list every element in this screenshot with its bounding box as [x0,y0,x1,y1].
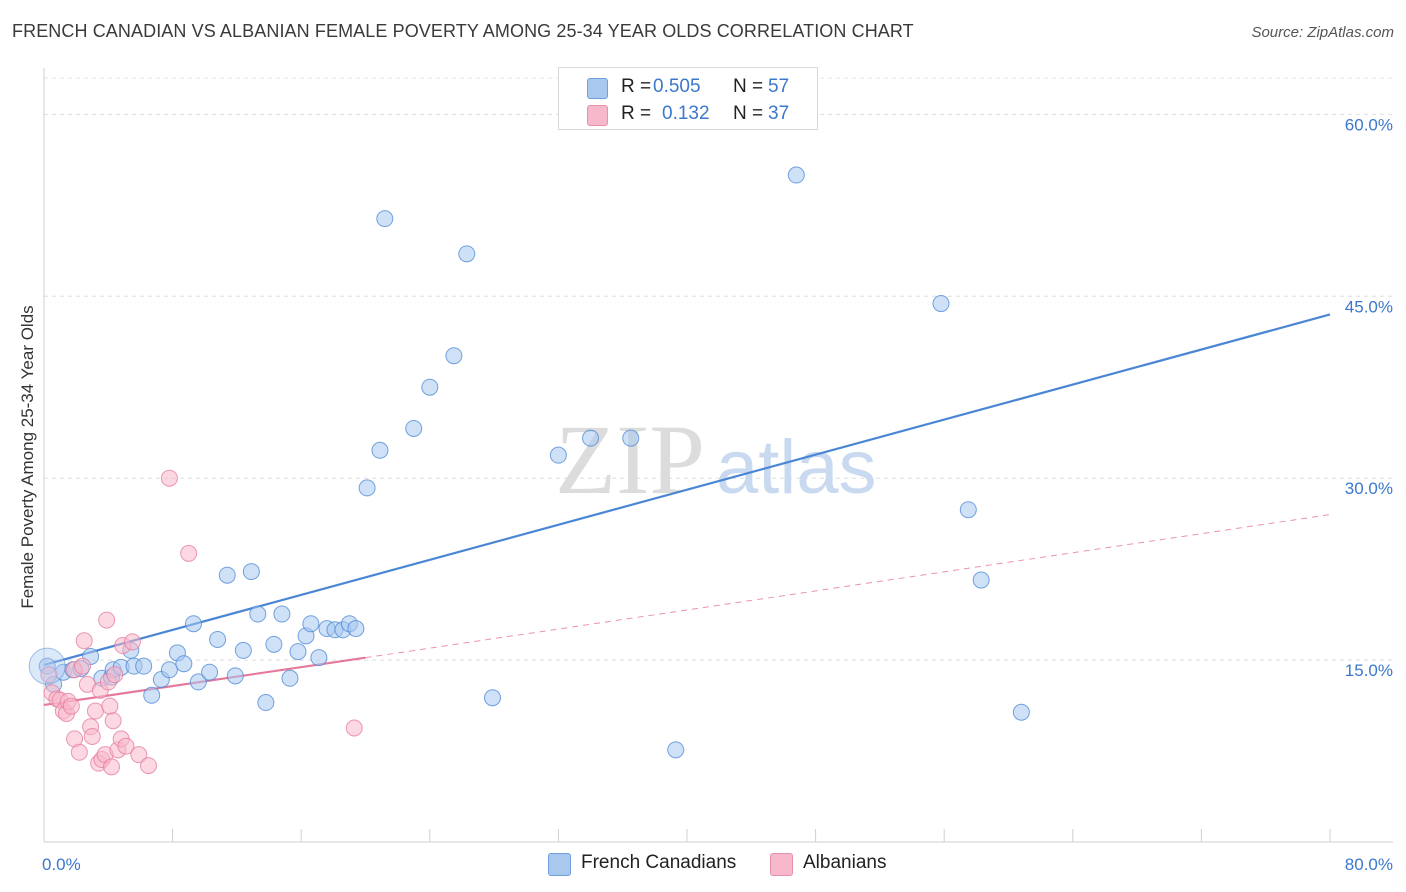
albanian-point [62,697,80,715]
albanian-point [139,757,157,775]
french-canadian-point [371,441,389,459]
french-canadian-point [265,635,283,653]
legend-r-label: R = [621,103,652,124]
albanian-point [75,632,93,650]
french-canadian-point [932,295,950,313]
french-canadian-point [201,663,219,681]
french-canadian-point [421,378,439,396]
legend-n-value: 57 [768,76,790,97]
y-tick-label: 60.0% [1345,115,1393,134]
albanian-point [98,611,116,629]
albanian-point [70,743,88,761]
french-canadian-point [458,245,476,263]
french-canadian-point [226,667,244,685]
albanian-point [104,712,122,730]
x-tick-label-min: 0.0% [42,855,81,874]
french-canadian-point [257,694,275,712]
albanian-point [345,719,363,737]
french-canadian-point [347,620,365,638]
french-canadian-point [175,655,193,673]
french-canadian-point [310,649,328,667]
french-canadian-point [209,630,227,648]
bottom-legend-label: Albanians [803,852,887,873]
french-canadian-point [972,571,990,589]
bottom-legend-swatch-pink [770,853,793,876]
french-canadian-point [445,347,463,365]
french-canadian-point [376,210,394,228]
watermark-atlas: atlas [716,425,877,510]
albanian-point [106,666,124,684]
french-canadian-point [135,657,153,675]
french-canadian-point [234,641,252,659]
french-canadian-point [302,615,320,633]
albanian-point [74,657,92,675]
french-canadian-point [249,605,267,623]
watermark-zip: ZIP [555,404,705,515]
legend: R = 0.505 N = 57 R = 0.132 N = 37 [558,67,818,130]
y-tick-label: 15.0% [1345,661,1393,680]
french-canadian-point [622,429,640,447]
source-label: Source: ZipAtlas.com [1251,24,1394,41]
legend-r-label: R = [621,76,652,97]
french-canadian-point [959,501,977,519]
legend-n-label: N = [733,76,764,97]
legend-swatch-pink [587,105,608,126]
french-canadian-point [160,661,178,679]
french-canadian-point [405,419,423,437]
legend-r-value: 0.132 [662,103,710,124]
labels-layer: 15.0% 30.0% 45.0% 60.0% 0.0% 80.0% [42,115,1393,874]
albanian-point [180,544,198,562]
chart-title: FRENCH CANADIAN VS ALBANIAN FEMALE POVER… [12,21,914,41]
y-axis-title: Female Poverty Among 25-34 Year Olds [18,305,37,609]
legend-n-value: 37 [768,103,790,124]
albanian-point [86,702,104,720]
y-tick-label: 45.0% [1345,297,1393,316]
french-canadian-point [358,479,376,497]
axes-layer [43,68,1393,843]
legend-n-label: N = [733,103,764,124]
albanian-point [40,666,58,684]
points-layer [28,166,1030,776]
french-canadian-point [242,563,260,581]
albanian-point [101,697,119,715]
french-canadian-point [273,605,291,623]
albanian-point [160,469,178,487]
french-canadian-point [787,166,805,184]
french-canadian-point [218,566,236,584]
y-tick-label: 30.0% [1345,479,1393,498]
french-canadian-point [143,686,161,704]
french-canadian-point [289,643,307,661]
albanian-point [83,727,101,745]
french-canadian-point [1012,703,1030,721]
bottom-legend-swatch-blue [548,853,571,876]
french-canadian-point [184,615,202,633]
legend-r-value: 0.505 [653,76,701,97]
french-canadian-cluster-point [28,647,66,685]
french-canadian-trendline [43,313,1331,667]
albanian-trendline-extension [365,514,1331,659]
albanian-point [123,633,141,651]
french-canadian-point [483,689,501,707]
albanian-point [103,758,121,776]
french-canadian-point [189,673,207,691]
french-canadian-point [281,669,299,687]
french-canadian-point [549,446,567,464]
french-canadian-point [582,429,600,447]
albanian-point [130,746,148,764]
french-canadian-point [667,741,685,759]
watermark: ZIP atlas [555,404,877,515]
bottom-legend-label: French Canadians [581,852,737,873]
x-tick-label-max: 80.0% [1345,855,1393,874]
legend-swatch-blue [587,78,608,99]
albanian-point [117,737,135,755]
